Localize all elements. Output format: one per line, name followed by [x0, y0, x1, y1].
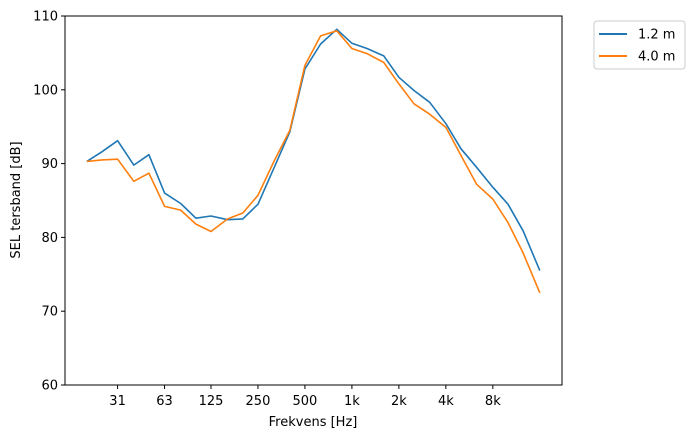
- plot-area: [65, 16, 562, 385]
- x-tick-label: 2k: [391, 394, 407, 409]
- y-tick-label: 70: [41, 305, 58, 320]
- y-tick-label: 100: [33, 83, 58, 98]
- x-tick-label: 500: [293, 394, 318, 409]
- x-tick-label: 4k: [438, 394, 454, 409]
- x-tick-label: 63: [156, 394, 173, 409]
- series-line: [86, 29, 541, 294]
- series-lines: [86, 28, 541, 294]
- legend-label: 1.2 m: [638, 28, 675, 43]
- plot-frame: [64, 15, 563, 386]
- x-axis: 31 63 125 250 500 1k 2k 4k 8k: [109, 385, 501, 409]
- y-tick-label: 80: [41, 231, 58, 246]
- series-line: [86, 28, 541, 271]
- x-tick-label: 1k: [344, 394, 360, 409]
- y-tick-label: 90: [41, 157, 58, 172]
- y-axis: 60 70 80 90 100 110: [33, 10, 65, 394]
- x-tick-label: 31: [109, 394, 126, 409]
- legend-label: 4.0 m: [638, 50, 675, 65]
- x-tick-label: 250: [246, 394, 271, 409]
- legend: 1.2 m 4.0 m: [593, 20, 686, 70]
- x-axis-label: Frekvens [Hz]: [269, 415, 358, 430]
- x-tick-label: 125: [199, 394, 224, 409]
- y-axis-label: SEL tersband [dB]: [9, 141, 24, 258]
- x-tick-label: 8k: [485, 394, 501, 409]
- y-tick-label: 110: [33, 10, 58, 25]
- y-tick-label: 60: [41, 379, 58, 394]
